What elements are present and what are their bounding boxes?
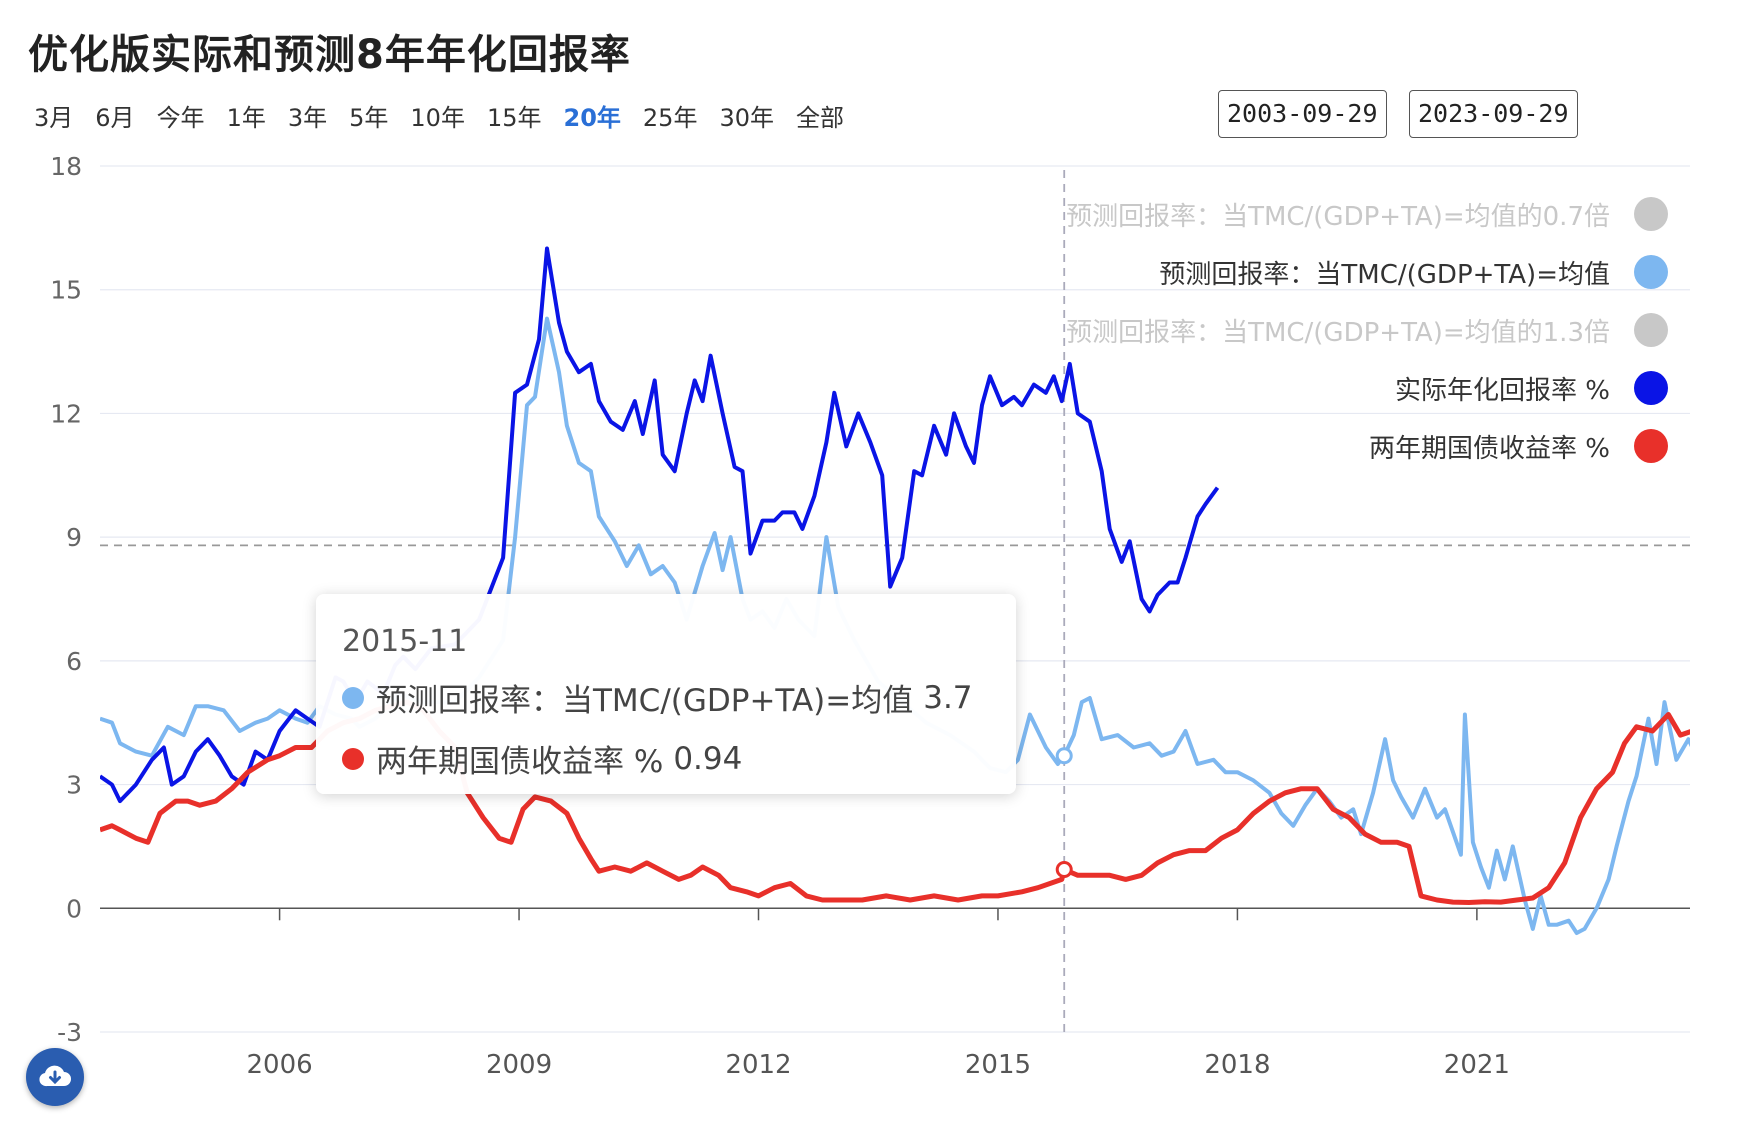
range-button-6[interactable]: 10年 xyxy=(410,104,465,132)
range-button-1[interactable]: 6月 xyxy=(95,104,135,132)
y-tick-label: 0 xyxy=(66,894,82,923)
legend-label: 预测回报率：当TMC/(GDP+TA)=均值的1.3倍 xyxy=(1066,317,1610,348)
legend-label: 预测回报率：当TMC/(GDP+TA)=均值的0.7倍 xyxy=(1066,201,1610,232)
legend-label: 预测回报率：当TMC/(GDP+TA)=均值 xyxy=(1159,259,1610,290)
legend-item-4[interactable]: 两年期国债收益率 % xyxy=(1066,417,1668,475)
y-tick-label: 9 xyxy=(66,523,82,552)
series-line-1 xyxy=(100,246,1220,804)
tooltip-label-forecast: 预测回报率：当TMC/(GDP+TA)=均值 xyxy=(376,683,914,719)
y-tick-label: 3 xyxy=(66,771,82,800)
tooltip-label-bond: 两年期国债收益率 % xyxy=(376,744,664,780)
legend-item-1[interactable]: 预测回报率：当TMC/(GDP+TA)=均值 xyxy=(1066,243,1668,301)
hover-marker-1 xyxy=(1055,861,1073,879)
page-title: 优化版实际和预测8年年化回报率 xyxy=(28,32,631,78)
range-button-8[interactable]: 20年 xyxy=(563,104,621,132)
range-button-7[interactable]: 15年 xyxy=(486,104,542,132)
range-button-11[interactable]: 全部 xyxy=(796,104,844,132)
tooltip-row-forecast: 预测回报率：当TMC/(GDP+TA)=均值 3.7 xyxy=(342,675,1016,720)
legend-dot xyxy=(1634,313,1668,347)
range-button-5[interactable]: 5年 xyxy=(349,104,389,132)
x-tick-label: 2018 xyxy=(1204,1050,1270,1080)
y-tick-label: 12 xyxy=(50,399,82,428)
legend-item-0[interactable]: 预测回报率：当TMC/(GDP+TA)=均值的0.7倍 xyxy=(1066,185,1668,243)
y-tick-label: -3 xyxy=(57,1018,82,1047)
legend-label: 两年期国债收益率 % xyxy=(1369,433,1610,464)
hover-marker-0 xyxy=(1055,747,1073,765)
x-tick-label: 2015 xyxy=(965,1050,1031,1080)
date-from-input[interactable]: 2003-09-29 xyxy=(1218,90,1387,138)
range-button-2[interactable]: 今年 xyxy=(156,104,205,132)
y-tick-label: 15 xyxy=(50,276,82,305)
range-button-9[interactable]: 25年 xyxy=(642,104,698,132)
range-button-3[interactable]: 1年 xyxy=(226,104,266,132)
range-selector: 3月 6月 今年 1年 3年 5年 10年 15年 20年 25年 30年 全部 xyxy=(34,98,866,133)
tooltip-dot-forecast xyxy=(342,686,364,709)
legend-dot xyxy=(1634,429,1668,463)
y-tick-label: 6 xyxy=(66,647,82,676)
x-tick-label: 2021 xyxy=(1444,1050,1510,1080)
tooltip-value-bond: 0.94 xyxy=(673,740,743,777)
legend-label: 实际年化回报率 % xyxy=(1395,375,1610,406)
tooltip-row-bond: 两年期国债收益率 % 0.94 xyxy=(342,736,1016,781)
range-button-10[interactable]: 30年 xyxy=(719,104,774,132)
x-tick-label: 2012 xyxy=(725,1050,791,1080)
tooltip-dot-bond xyxy=(342,747,364,770)
chart-legend: 预测回报率：当TMC/(GDP+TA)=均值的0.7倍 预测回报率：当TMC/(G… xyxy=(1066,185,1668,475)
legend-dot xyxy=(1634,255,1668,289)
legend-dot xyxy=(1634,197,1668,231)
download-cloud-icon[interactable] xyxy=(26,1048,84,1106)
legend-item-3[interactable]: 实际年化回报率 % xyxy=(1066,359,1668,417)
legend-item-2[interactable]: 预测回报率：当TMC/(GDP+TA)=均值的1.3倍 xyxy=(1066,301,1668,359)
range-button-0[interactable]: 3月 xyxy=(34,104,74,132)
date-to-input[interactable]: 2023-09-29 xyxy=(1409,90,1578,138)
tooltip-date: 2015-11 xyxy=(342,624,468,659)
x-tick-label: 2009 xyxy=(486,1050,552,1080)
y-tick-label: 18 xyxy=(50,152,82,181)
x-tick-label: 2006 xyxy=(247,1050,313,1080)
legend-dot xyxy=(1634,371,1668,405)
chart-tooltip: 2015-11 预测回报率：当TMC/(GDP+TA)=均值 3.7 两年期国债… xyxy=(316,594,1016,794)
range-button-4[interactable]: 3年 xyxy=(287,104,328,132)
tooltip-value-forecast: 3.7 xyxy=(923,679,973,716)
